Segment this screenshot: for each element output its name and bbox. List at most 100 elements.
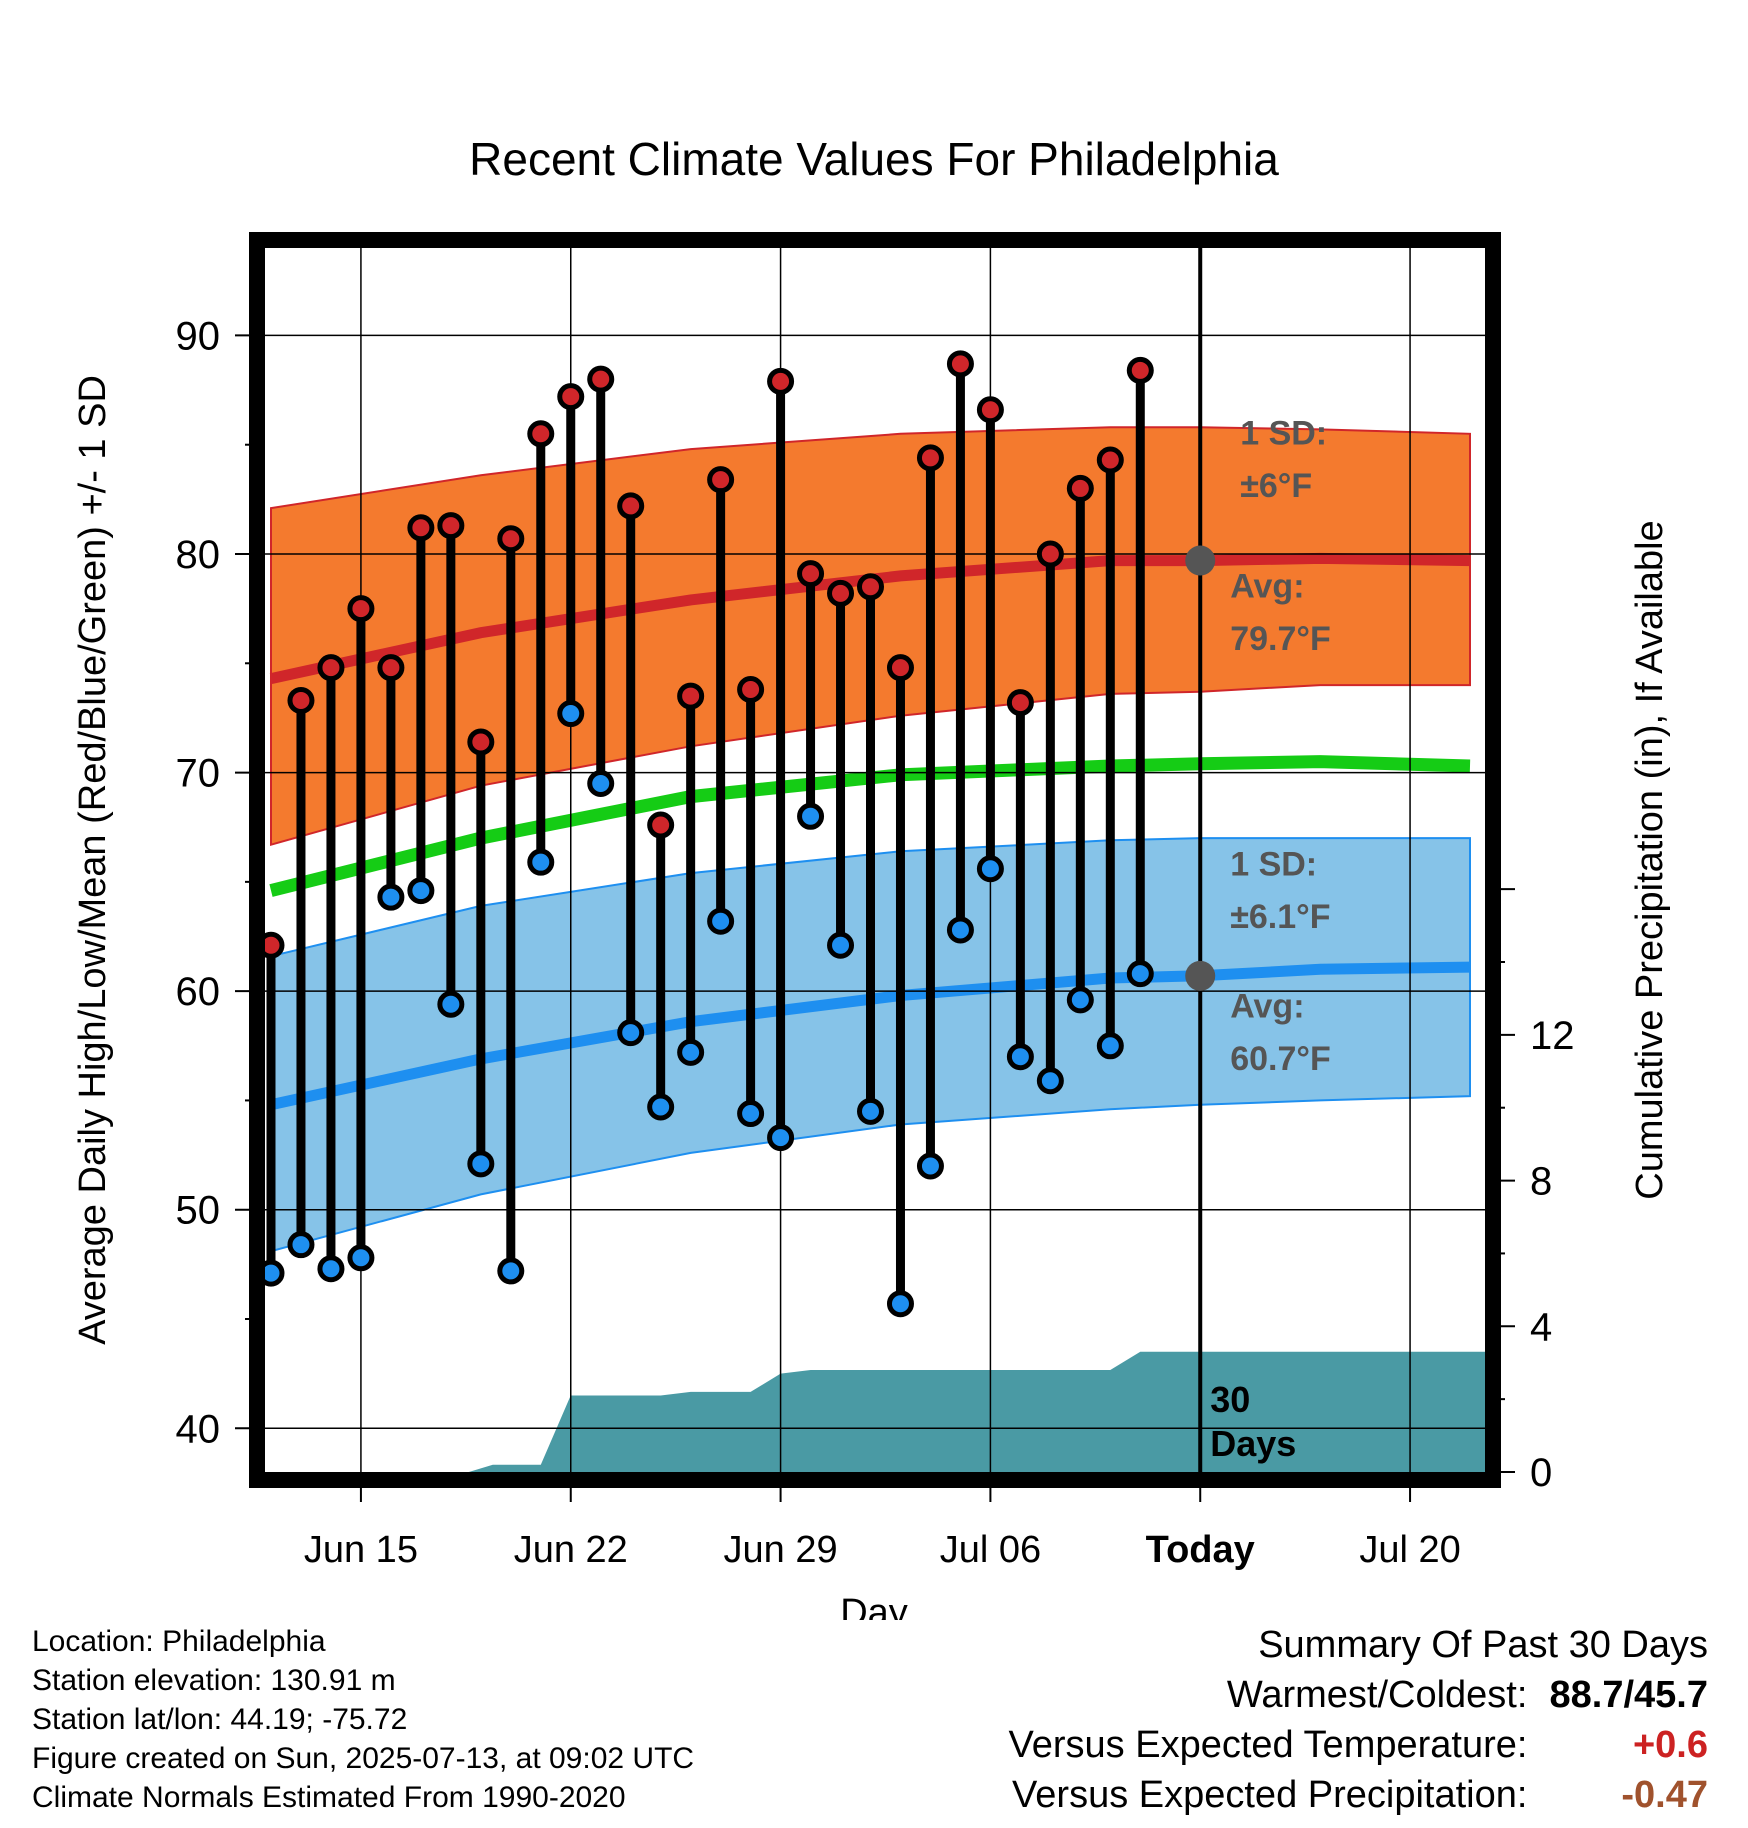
created-text: Figure created on Sun, 2025-07-13, at 09… xyxy=(32,1742,695,1775)
low-sd-value: ±6.1°F xyxy=(1230,898,1330,936)
elevation-text: Station elevation: 130.91 m xyxy=(32,1664,396,1697)
low-point xyxy=(1006,1043,1034,1071)
high-point xyxy=(916,444,944,472)
y-tick-label: 90 xyxy=(176,314,221,358)
low-point xyxy=(886,1290,914,1318)
low-point xyxy=(857,1097,885,1125)
high-point xyxy=(587,365,615,393)
precip-label: Versus Expected Precipitation: xyxy=(1012,1774,1528,1816)
high-point xyxy=(437,512,465,540)
summary-temp: Versus Expected Temperature: +0.6 xyxy=(1009,1720,1708,1770)
y-right-tick-label: 8 xyxy=(1530,1160,1552,1204)
window-length-unit: Days xyxy=(1210,1423,1296,1464)
high-point xyxy=(407,514,435,542)
high-point xyxy=(317,654,345,682)
high-point xyxy=(946,350,974,378)
low-point xyxy=(527,848,555,876)
high-point xyxy=(886,654,914,682)
low-point xyxy=(647,1093,675,1121)
low-point xyxy=(737,1100,765,1128)
high-point xyxy=(857,573,885,601)
mean-avg-line xyxy=(269,755,1471,897)
window-length-number: 30 xyxy=(1210,1379,1250,1420)
low-point xyxy=(1066,986,1094,1014)
high-point xyxy=(377,654,405,682)
high-sd-value: ±6°F xyxy=(1240,467,1312,505)
high-point xyxy=(797,560,825,588)
high-point xyxy=(527,420,555,448)
low-point xyxy=(497,1257,525,1285)
y-tick-label: 40 xyxy=(176,1407,221,1451)
low-point xyxy=(1126,960,1154,988)
temp-value: +0.6 xyxy=(1632,1724,1708,1766)
high-point xyxy=(287,686,315,714)
low-point xyxy=(946,916,974,944)
y-tick-label: 50 xyxy=(176,1189,221,1233)
warm-cold-label: Warmest/Coldest: xyxy=(1226,1674,1528,1716)
y-right-tick-label: 0 xyxy=(1530,1451,1552,1495)
high-avg-marker xyxy=(1185,545,1216,576)
y-axis-label: Average Daily High/Low/Mean (Red/Blue/Gr… xyxy=(72,375,114,1345)
high-point xyxy=(647,811,675,839)
y-right-tick-label: 4 xyxy=(1530,1305,1552,1349)
low-point xyxy=(407,877,435,905)
summary-precip: Versus Expected Precipitation: -0.47 xyxy=(1009,1770,1708,1820)
high-point xyxy=(1096,446,1124,474)
low-point xyxy=(827,931,855,959)
low-point xyxy=(797,802,825,830)
low-avg-marker xyxy=(1185,960,1216,991)
low-point xyxy=(287,1231,315,1259)
high-point xyxy=(677,682,705,710)
plot-frame xyxy=(249,232,1501,1488)
high-point xyxy=(617,492,645,520)
high-point xyxy=(557,383,585,411)
latlon-text: Station lat/lon: 44.19; -75.72 xyxy=(32,1703,408,1736)
low-avg-value: 60.7°F xyxy=(1230,1040,1331,1078)
low-point xyxy=(587,770,615,797)
station-info: Location: Philadelphia Station elevation… xyxy=(32,1622,694,1817)
high-point xyxy=(737,676,765,704)
location-text: Location: Philadelphia xyxy=(32,1625,326,1658)
summary-warm-cold: Warmest/Coldest: 88.7/45.7 xyxy=(1009,1670,1708,1720)
low-point xyxy=(976,855,1004,883)
chart-title: Recent Climate Values For Philadelphia xyxy=(469,133,1279,185)
precip-value: -0.47 xyxy=(1621,1774,1708,1816)
x-tick-label: Jun 22 xyxy=(514,1529,628,1571)
low-point xyxy=(557,700,585,728)
plot-area: 1 SD: ±6°F Avg: 79.7°F 1 SD: ±6.1°F Avg: 60.7°F… xyxy=(176,232,1575,1571)
low-point xyxy=(437,990,465,1018)
low-point xyxy=(707,907,735,935)
high-point xyxy=(467,728,495,756)
x-axis-label: Day xyxy=(840,1592,908,1620)
high-point xyxy=(1036,540,1064,568)
y-tick-label: 80 xyxy=(176,533,221,577)
y-right-tick-label: 12 xyxy=(1530,1014,1575,1058)
summary-title: Summary Of Past 30 Days xyxy=(1258,1624,1708,1666)
warm-cold-value: 88.7/45.7 xyxy=(1549,1674,1708,1716)
x-tick-label: Today xyxy=(1146,1529,1255,1571)
low-point xyxy=(677,1038,705,1066)
temp-label: Versus Expected Temperature: xyxy=(1008,1724,1528,1766)
high-point xyxy=(1006,689,1034,717)
high-point xyxy=(707,466,735,494)
high-point xyxy=(347,595,375,623)
y-tick-label: 70 xyxy=(176,752,221,796)
low-point xyxy=(317,1255,345,1283)
precip-area xyxy=(271,1351,1485,1472)
low-avg-label: Avg: xyxy=(1230,987,1304,1025)
high-point xyxy=(497,525,525,553)
high-avg-line xyxy=(269,552,1471,684)
high-point xyxy=(1126,356,1154,384)
high-avg-value: 79.7°F xyxy=(1230,620,1331,658)
high-point xyxy=(767,367,795,395)
high-point xyxy=(827,579,855,607)
low-avg-line xyxy=(269,961,1471,1111)
x-tick-label: Jun 15 xyxy=(304,1529,418,1571)
low-point xyxy=(1096,1032,1124,1060)
high-point xyxy=(976,396,1004,424)
low-point xyxy=(347,1244,375,1272)
x-tick-label: Jun 29 xyxy=(724,1529,838,1571)
x-tick-label: Jul 06 xyxy=(940,1529,1041,1571)
x-tick-label: Jul 20 xyxy=(1359,1529,1460,1571)
summary-panel: Summary Of Past 30 Days Warmest/Coldest:… xyxy=(1009,1620,1708,1820)
